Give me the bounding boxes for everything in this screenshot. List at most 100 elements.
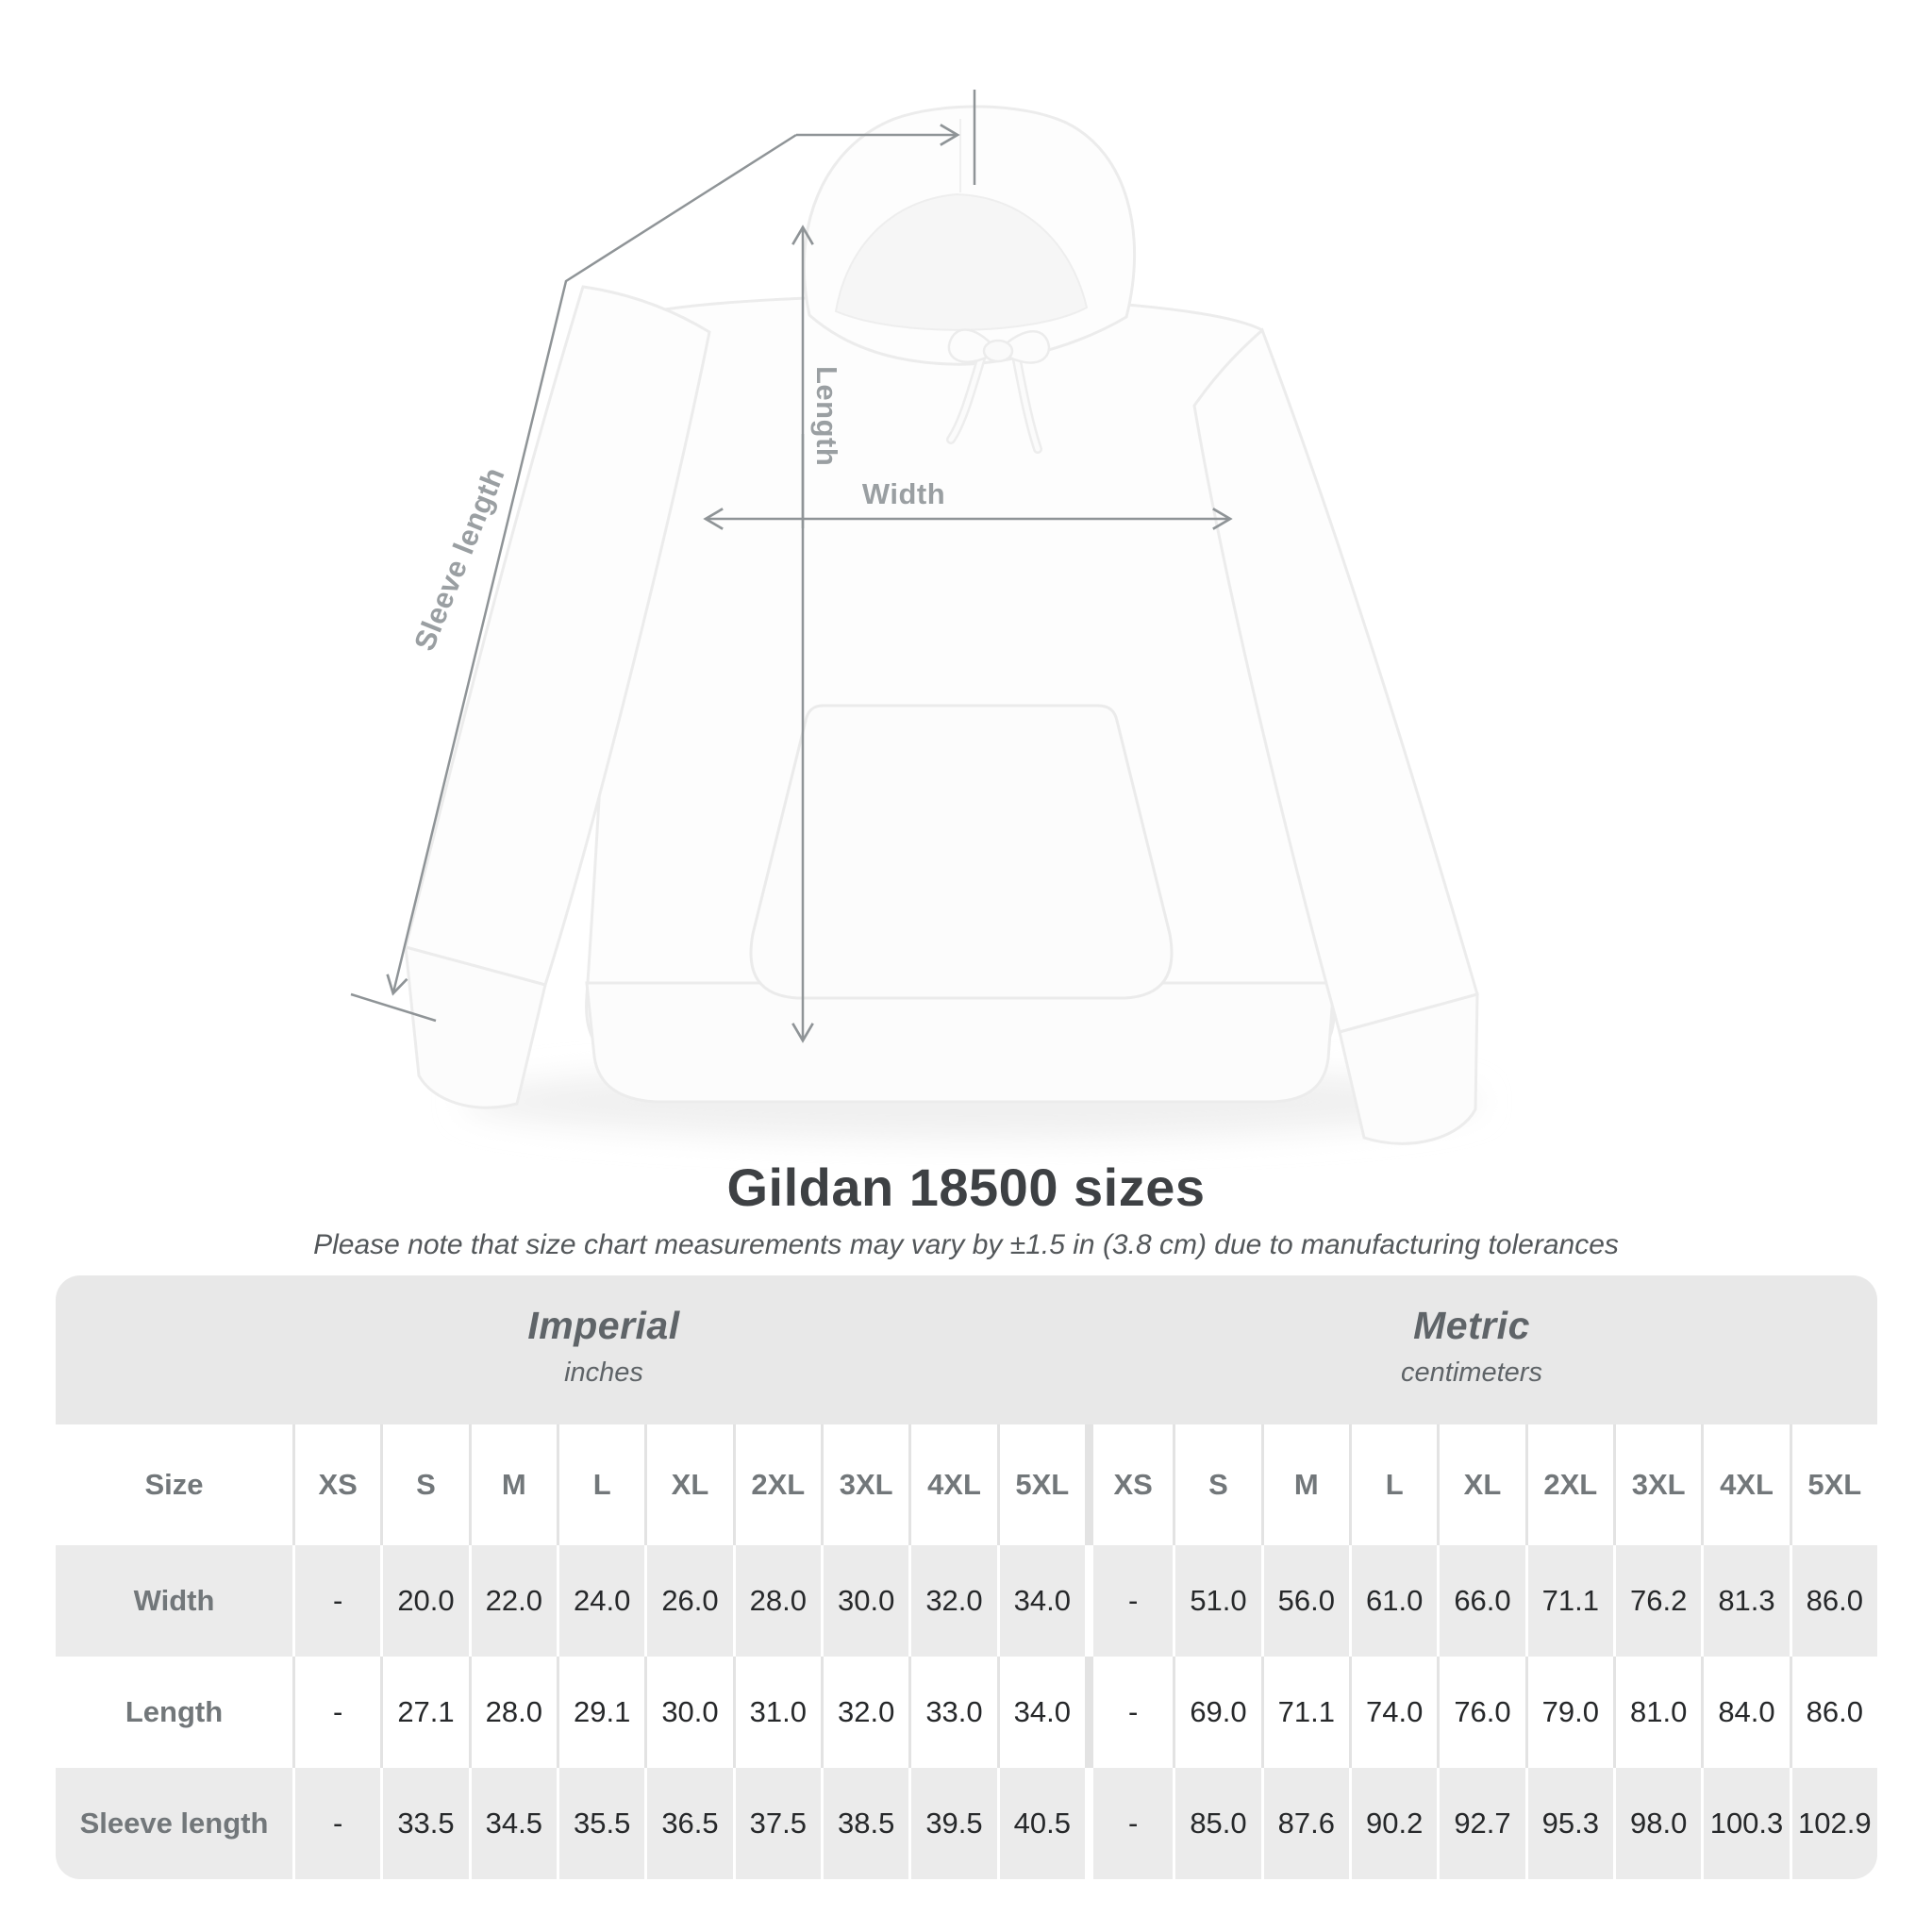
size-header-row: Size XS S M L XL 2XL 3XL 4XL 5XL XS S M …: [56, 1424, 1877, 1545]
table-cell: 40.5: [996, 1768, 1085, 1879]
table-cell: -: [292, 1768, 380, 1879]
imperial-group-header: Imperial inches: [527, 1304, 679, 1389]
right-sleeve: [1192, 327, 1479, 1034]
table-cell: 34.5: [468, 1768, 557, 1879]
table-cell: 100.3: [1701, 1768, 1789, 1879]
table-cell: 66.0: [1437, 1545, 1524, 1657]
table-cell: 27.1: [380, 1657, 468, 1768]
sleeve-cuff-tick: [350, 992, 437, 1023]
table-cell: 92.7: [1437, 1768, 1524, 1879]
drawstrings: [946, 328, 1051, 454]
table-cell: 84.0: [1701, 1657, 1789, 1768]
hoodie-measurement-diagram: Length Width Sleeve length: [350, 90, 1481, 1145]
hood-opening: [834, 192, 1089, 331]
table-cell: 38.5: [821, 1768, 908, 1879]
table-cell: 56.0: [1260, 1545, 1349, 1657]
table-cell: 90.2: [1349, 1768, 1437, 1879]
imperial-group-unit: inches: [564, 1357, 643, 1388]
metric-group-unit: centimeters: [1401, 1357, 1542, 1388]
size-table: Imperial inches Metric centimeters Size …: [56, 1275, 1877, 1879]
table-cell: 71.1: [1260, 1657, 1349, 1768]
hem-band: [585, 981, 1336, 1104]
table-cell: 74.0: [1349, 1657, 1437, 1768]
table-cell: 81.3: [1701, 1545, 1789, 1657]
table-cell: 95.3: [1524, 1768, 1613, 1879]
table-cell: 87.6: [1260, 1768, 1349, 1879]
width-label: Width: [862, 477, 945, 510]
unit-group-header: Imperial inches Metric centimeters: [56, 1275, 1877, 1424]
right-cuff: [1338, 992, 1479, 1145]
column-header: M: [1260, 1424, 1349, 1545]
page-title: Gildan 18500 sizes: [726, 1158, 1206, 1217]
row-label: Width: [133, 1584, 215, 1617]
column-header: XL: [1437, 1424, 1524, 1545]
table-cell: 61.0: [1349, 1545, 1437, 1657]
measurement-annotations: [350, 90, 1233, 1043]
table-cell: 86.0: [1789, 1657, 1877, 1768]
table-cell: -: [1085, 1768, 1173, 1879]
table-cell: 29.1: [557, 1657, 644, 1768]
table-cell: 26.0: [644, 1545, 732, 1657]
table-cell: 33.0: [908, 1657, 996, 1768]
table-cell: 79.0: [1524, 1657, 1613, 1768]
table-cell: 32.0: [908, 1545, 996, 1657]
column-header: 5XL: [996, 1424, 1085, 1545]
table-cell: 22.0: [468, 1545, 557, 1657]
table-cell: 81.0: [1613, 1657, 1701, 1768]
tolerance-note: Please note that size chart measurements…: [313, 1229, 1619, 1260]
column-header: 2XL: [1524, 1424, 1613, 1545]
table-cell: 24.0: [557, 1545, 644, 1657]
column-header: L: [557, 1424, 644, 1545]
imperial-group-label: Imperial: [527, 1304, 680, 1347]
column-header: XS: [292, 1424, 380, 1545]
kangaroo-pocket: [749, 704, 1174, 1000]
row-label: Sleeve length: [79, 1807, 269, 1840]
table-cell: 35.5: [557, 1768, 644, 1879]
left-cuff: [404, 944, 547, 1109]
table-cell: 34.0: [996, 1657, 1085, 1768]
column-header: 3XL: [821, 1424, 908, 1545]
metric-group-label: Metric: [1413, 1304, 1530, 1347]
length-row: Length - 27.1 28.0 29.1 30.0 31.0 32.0 3…: [56, 1657, 1877, 1768]
row-label: Length: [125, 1695, 224, 1728]
column-header: 2XL: [732, 1424, 821, 1545]
table-cell: 30.0: [821, 1545, 908, 1657]
sleeve-length-row: Sleeve length - 33.5 34.5 35.5 36.5 37.5…: [56, 1768, 1877, 1879]
table-cell: 30.0: [644, 1657, 732, 1768]
table-cell: 86.0: [1789, 1545, 1877, 1657]
table-cell: 37.5: [732, 1768, 821, 1879]
table-cell: 76.0: [1437, 1657, 1524, 1768]
column-header: 3XL: [1613, 1424, 1701, 1545]
table-cell: 20.0: [380, 1545, 468, 1657]
table-cell: -: [1085, 1657, 1173, 1768]
column-header: XL: [644, 1424, 732, 1545]
table-cell: 85.0: [1173, 1768, 1260, 1879]
table-cell: -: [292, 1545, 380, 1657]
hoodie-illustration: [404, 105, 1481, 1145]
column-header: S: [1173, 1424, 1260, 1545]
table-cell: 69.0: [1173, 1657, 1260, 1768]
left-sleeve: [404, 285, 711, 987]
table-cell: 71.1: [1524, 1545, 1613, 1657]
table-cell: -: [292, 1657, 380, 1768]
table-cell: 32.0: [821, 1657, 908, 1768]
column-header: 4XL: [1701, 1424, 1789, 1545]
column-header: XS: [1085, 1424, 1173, 1545]
table-cell: 33.5: [380, 1768, 468, 1879]
table-cell: 98.0: [1613, 1768, 1701, 1879]
table-cell: 39.5: [908, 1768, 996, 1879]
table-cell: -: [1085, 1545, 1173, 1657]
table-cell: 51.0: [1173, 1545, 1260, 1657]
table-cell: 34.0: [996, 1545, 1085, 1657]
table-cell: 31.0: [732, 1657, 821, 1768]
table-cell: 76.2: [1613, 1545, 1701, 1657]
column-header: M: [468, 1424, 557, 1545]
table-cell: 36.5: [644, 1768, 732, 1879]
column-header: 5XL: [1789, 1424, 1877, 1545]
column-header: S: [380, 1424, 468, 1545]
column-header: 4XL: [908, 1424, 996, 1545]
table-cell: 28.0: [732, 1545, 821, 1657]
width-row: Width - 20.0 22.0 24.0 26.0 28.0 30.0 32…: [56, 1545, 1877, 1657]
table-cell: 28.0: [468, 1657, 557, 1768]
